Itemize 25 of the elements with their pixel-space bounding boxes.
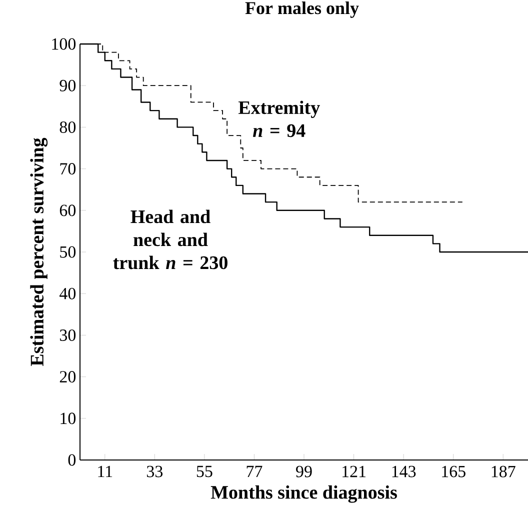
- y-tick-label: 40: [60, 288, 76, 300]
- y-tick-label: 0: [68, 454, 76, 466]
- x-tick-label: 165: [442, 466, 466, 478]
- series-label: Extremity n = 94: [238, 100, 320, 138]
- x-tick-label: 11: [98, 466, 112, 478]
- y-tick-label: 20: [60, 371, 76, 383]
- y-tick-label: 10: [60, 412, 76, 424]
- x-axis-title: Months since diagnosis: [210, 485, 397, 503]
- y-tick-label: 60: [60, 204, 76, 216]
- chart-title: For males only: [245, 2, 359, 18]
- x-tick-label: 143: [392, 466, 416, 478]
- y-tick-label: 30: [60, 329, 76, 341]
- y-tick-label: 80: [60, 121, 76, 133]
- x-tick-label: 55: [196, 466, 212, 478]
- x-tick-label: 77: [246, 466, 262, 477]
- y-tick-label: 50: [60, 246, 76, 258]
- y-tick-label: 100: [52, 38, 76, 50]
- x-tick-label: 99: [296, 466, 312, 478]
- y-axis-title: Estimated percent surviving: [30, 138, 48, 366]
- x-tick-label: 187: [492, 466, 516, 478]
- x-tick-label: 121: [342, 466, 366, 478]
- x-tick-label: 33: [146, 466, 163, 478]
- y-tick-label: 70: [60, 163, 76, 175]
- series-label: Head and neck and trunk n = 230: [113, 210, 228, 270]
- y-tick-label: 90: [60, 80, 76, 92]
